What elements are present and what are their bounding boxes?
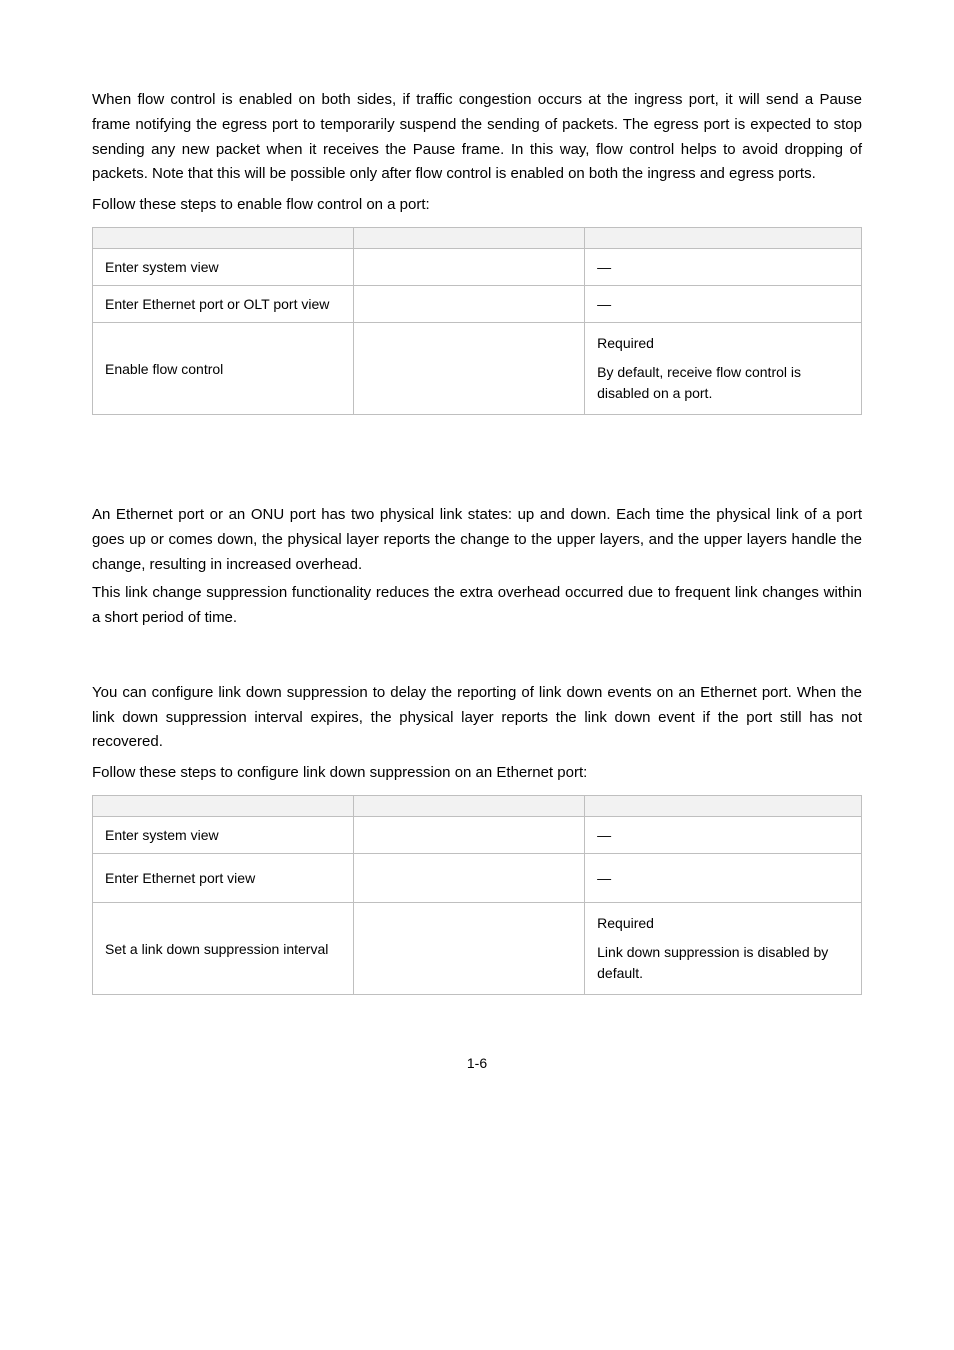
table-cell: Enter Ethernet port or OLT port view xyxy=(93,286,354,323)
paragraph-link-down: You can configure link down suppression … xyxy=(92,681,862,755)
cell-line: By default, receive flow control is disa… xyxy=(597,362,849,404)
table-header xyxy=(93,796,354,817)
table-cell xyxy=(354,286,585,323)
table-cell: Enter Ethernet port view xyxy=(93,854,354,903)
table-link-down: Enter system view — Enter Ethernet port … xyxy=(92,795,862,995)
table-cell xyxy=(354,249,585,286)
table-cell: Enter system view xyxy=(93,249,354,286)
table-cell: Required By default, receive flow contro… xyxy=(585,323,862,415)
table-cell: — xyxy=(585,817,862,854)
table-cell: Enable flow control xyxy=(93,323,354,415)
cell-line: Link down suppression is disabled by def… xyxy=(597,942,849,984)
table-cell xyxy=(354,817,585,854)
follow-steps-1: Follow these steps to enable flow contro… xyxy=(92,193,862,217)
table-header xyxy=(93,228,354,249)
table-header xyxy=(585,796,862,817)
table-cell: Enter system view xyxy=(93,817,354,854)
cell-line: Required xyxy=(597,915,654,931)
table-cell: — xyxy=(585,286,862,323)
table-cell xyxy=(354,854,585,903)
paragraph-link-suppression: This link change suppression functionali… xyxy=(92,581,862,631)
table-cell: — xyxy=(585,854,862,903)
table-header xyxy=(354,228,585,249)
cell-line: Required xyxy=(597,335,654,351)
table-header xyxy=(585,228,862,249)
table-cell: Required Link down suppression is disabl… xyxy=(585,903,862,995)
table-cell xyxy=(354,903,585,995)
table-header xyxy=(354,796,585,817)
paragraph-flow-control: When flow control is enabled on both sid… xyxy=(92,88,862,187)
page-number: 1-6 xyxy=(92,1055,862,1071)
table-cell: — xyxy=(585,249,862,286)
table-cell xyxy=(354,323,585,415)
table-cell: Set a link down suppression interval xyxy=(93,903,354,995)
table-flow-control: Enter system view — Enter Ethernet port … xyxy=(92,227,862,415)
paragraph-link-states: An Ethernet port or an ONU port has two … xyxy=(92,503,862,577)
follow-steps-2: Follow these steps to configure link dow… xyxy=(92,761,862,785)
